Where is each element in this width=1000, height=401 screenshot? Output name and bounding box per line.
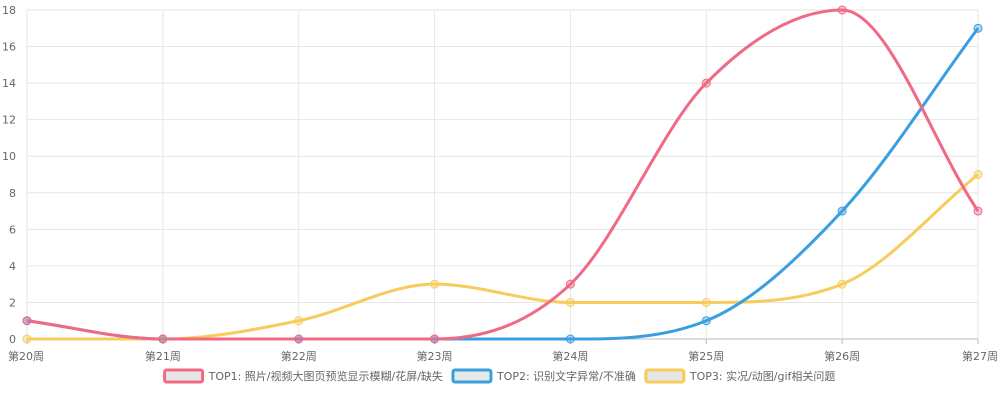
legend-label: TOP2: 识别文字异常/不准确 — [496, 369, 636, 383]
y-tick-label: 16 — [2, 41, 16, 54]
data-point[interactable] — [565, 334, 575, 344]
data-point[interactable] — [837, 279, 847, 289]
data-point[interactable] — [837, 206, 847, 216]
y-tick-label: 2 — [9, 296, 16, 309]
grid-lines — [26, 9, 979, 340]
y-tick-label: 10 — [2, 150, 16, 163]
x-tick-label: 第27周 — [962, 349, 998, 363]
legend-item[interactable]: TOP2: 识别文字异常/不准确 — [451, 368, 636, 384]
legend[interactable]: TOP1: 照片/视频大图页预览显示模糊/花屏/缺失 TOP2: 识别文字异常/不… — [163, 368, 836, 384]
legend-swatch — [163, 368, 205, 384]
y-tick-label: 8 — [9, 187, 16, 200]
data-point[interactable] — [701, 297, 711, 307]
x-tick-label: 第21周 — [145, 349, 181, 363]
legend-item[interactable]: TOP3: 实况/动图/gif相关问题 — [644, 368, 836, 384]
data-point[interactable] — [294, 334, 304, 344]
x-tick-label: 第22周 — [281, 349, 317, 363]
data-point[interactable] — [565, 297, 575, 307]
y-tick-label: 14 — [2, 77, 16, 90]
legend-swatch — [644, 368, 686, 384]
series-lines — [26, 8, 980, 341]
legend-label: TOP1: 照片/视频大图页预览显示模糊/花屏/缺失 — [208, 369, 443, 383]
data-point[interactable] — [294, 316, 304, 326]
y-tick-label: 4 — [9, 260, 16, 273]
x-tick-label: 第26周 — [824, 349, 860, 363]
data-point[interactable] — [701, 316, 711, 326]
data-point[interactable] — [973, 23, 983, 33]
data-point[interactable] — [973, 170, 983, 179]
legend-item[interactable]: TOP1: 照片/视频大图页预览显示模糊/花屏/缺失 — [163, 368, 443, 384]
y-tick-label: 12 — [2, 114, 16, 127]
data-point[interactable] — [973, 206, 983, 216]
data-point[interactable] — [565, 279, 575, 289]
data-point[interactable] — [22, 334, 32, 344]
series-line — [27, 173, 979, 341]
y-tick-label: 18 — [2, 4, 16, 17]
x-tick-label: 第24周 — [552, 349, 588, 363]
data-point[interactable] — [837, 5, 847, 15]
data-point[interactable] — [22, 316, 32, 326]
data-point[interactable] — [430, 334, 440, 344]
x-tick-label: 第25周 — [688, 349, 724, 363]
legend-swatch — [451, 368, 493, 384]
data-point[interactable] — [701, 78, 711, 88]
y-tick-label: 0 — [9, 333, 16, 346]
data-point[interactable] — [158, 334, 168, 344]
legend-label: TOP3: 实况/动图/gif相关问题 — [689, 369, 836, 383]
x-tick-label: 第23周 — [417, 349, 453, 363]
series-line — [26, 8, 980, 341]
data-point[interactable] — [430, 279, 440, 289]
y-tick-label: 6 — [9, 223, 16, 236]
axes: 0 2 4 6 8 10 12 14 16 18 第20周 第21周 第22周 第23周 第24周 第25周 第… — [2, 4, 998, 363]
data-points — [22, 5, 983, 344]
x-tick-label: 第20周 — [8, 349, 44, 363]
